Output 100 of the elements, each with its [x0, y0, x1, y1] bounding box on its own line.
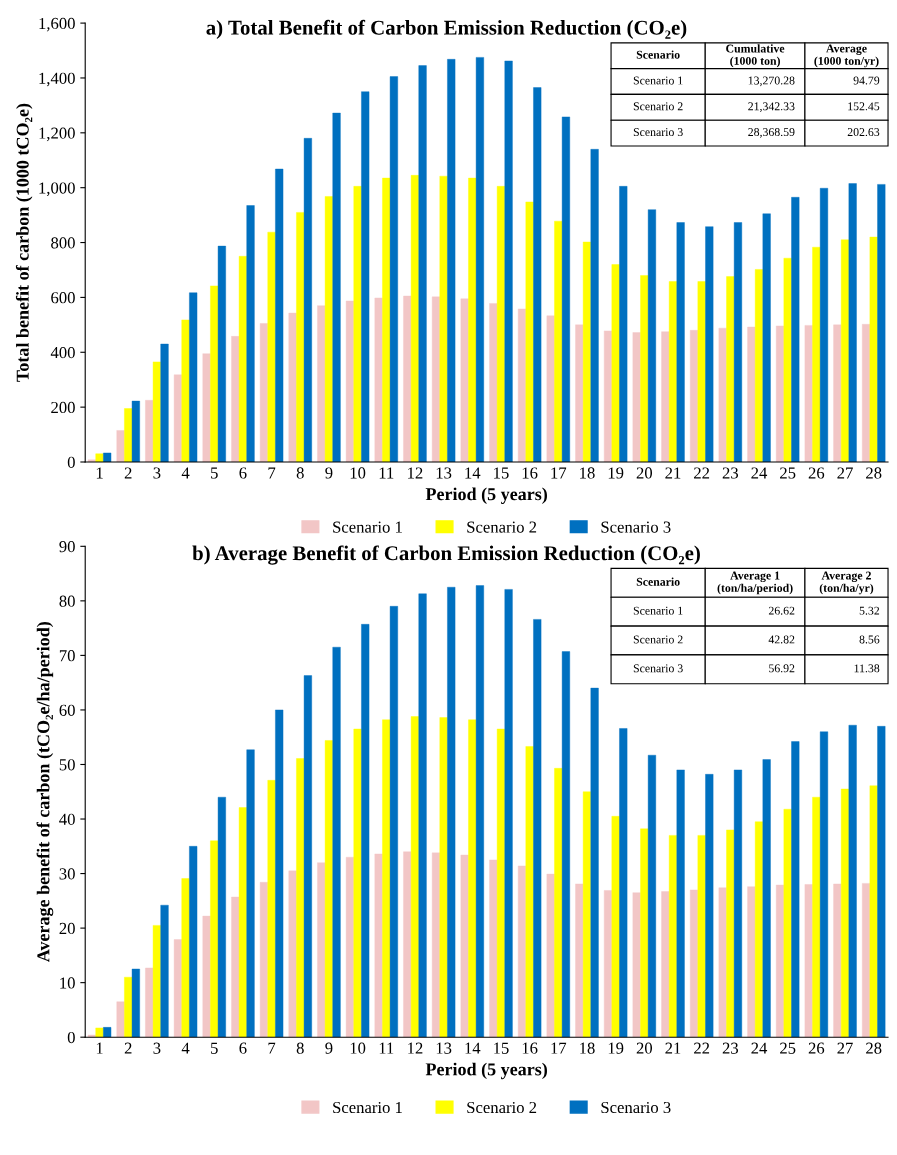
- y-tick-label: 40: [59, 813, 75, 825]
- bar: [718, 887, 727, 1038]
- bar: [819, 731, 829, 1038]
- bar: [418, 65, 427, 462]
- annotation: 5.32: [859, 606, 880, 615]
- bar: [361, 91, 370, 462]
- legend-label: Scenario 1: [333, 1101, 402, 1114]
- bar: [374, 853, 383, 1038]
- bar: [431, 296, 440, 462]
- bar: [332, 647, 341, 1038]
- y-tick-label: 1,200: [39, 127, 75, 142]
- bar: [619, 186, 628, 462]
- annotation: 94.79: [853, 76, 880, 85]
- bar: [238, 256, 247, 462]
- bar: [804, 325, 813, 462]
- bar: [332, 112, 341, 462]
- bar: [95, 453, 104, 462]
- annotation: 13,270.28: [748, 76, 795, 87]
- x-tick-label: 28: [866, 1042, 882, 1054]
- y-axis-title: Average benefit of carbon (tCO₂e/ha/period): [36, 622, 54, 963]
- annotation: 56.92: [769, 664, 795, 673]
- bar: [103, 452, 112, 462]
- bar: [833, 324, 842, 462]
- bar: [353, 186, 362, 462]
- bar: [217, 797, 226, 1038]
- bar: [361, 624, 370, 1038]
- x-tick-label: 6: [239, 1042, 247, 1054]
- x-tick-label: 23: [722, 1042, 739, 1054]
- x-tick-label: 24: [751, 467, 768, 479]
- annotation: 28,368.59: [748, 128, 795, 138]
- bar: [619, 728, 628, 1038]
- x-tick-label: 22: [694, 467, 710, 479]
- bar: [561, 116, 570, 462]
- bar: [259, 882, 268, 1038]
- bar: [791, 197, 800, 462]
- bar: [812, 797, 821, 1038]
- annotation: Scenario 2: [633, 635, 683, 644]
- y-tick-label: 1,000: [39, 182, 75, 197]
- x-tick-label: 5: [211, 467, 218, 479]
- x-tick-label: 22: [694, 1042, 710, 1054]
- bar: [496, 186, 505, 462]
- bar: [288, 312, 297, 462]
- bar: [181, 878, 190, 1038]
- y-tick-label: 60: [59, 704, 75, 716]
- bar: [676, 769, 685, 1038]
- x-tick-label: 27: [837, 1042, 853, 1054]
- x-tick-label: 11: [379, 1042, 394, 1054]
- annotation: 42.82: [768, 635, 795, 644]
- bar: [131, 968, 140, 1038]
- x-tick-label: 19: [608, 467, 624, 479]
- bar: [173, 939, 182, 1038]
- bar: [877, 184, 886, 462]
- bar: [173, 374, 182, 462]
- bar: [877, 726, 886, 1038]
- bar: [697, 835, 706, 1038]
- legend-label: Scenario 3: [601, 521, 671, 533]
- bar: [374, 297, 383, 462]
- bar: [733, 222, 743, 462]
- x-tick-label: 24: [751, 1042, 768, 1054]
- bar: [275, 168, 284, 462]
- y-tick-label: 70: [59, 650, 75, 662]
- bar: [246, 749, 255, 1038]
- bar: [238, 807, 247, 1038]
- x-tick-label: 9: [325, 1042, 333, 1054]
- y-tick-label: 20: [59, 922, 75, 935]
- bar: [353, 728, 362, 1038]
- bar: [202, 353, 211, 462]
- x-tick-label: 20: [636, 467, 653, 479]
- bar: [632, 892, 641, 1038]
- bar: [431, 852, 440, 1038]
- bar: [303, 675, 312, 1038]
- bar: [95, 1027, 104, 1038]
- annotation: Cumulative (1000 ton): [726, 44, 785, 68]
- y-tick-label: 50: [59, 759, 75, 771]
- bar: [804, 884, 813, 1038]
- bar: [575, 324, 584, 462]
- legend-label: Scenario 2: [467, 1101, 537, 1114]
- y-tick-label: 80: [59, 595, 75, 607]
- bar: [819, 188, 829, 462]
- bar: [496, 728, 505, 1038]
- y-tick-label: 0: [67, 1031, 75, 1044]
- bar: [189, 292, 198, 462]
- x-tick-label: 28: [866, 467, 882, 479]
- x-tick-label: 2: [124, 1042, 132, 1054]
- bar: [833, 883, 842, 1038]
- y-tick-label: 30: [59, 868, 75, 880]
- bar: [345, 856, 354, 1038]
- bar: [869, 785, 878, 1038]
- bar: [418, 593, 427, 1038]
- annotation: Scenario 3: [633, 664, 683, 673]
- x-tick-label: 2: [124, 467, 132, 479]
- bar: [389, 606, 398, 1038]
- bar: [546, 873, 555, 1038]
- annotation: Scenario: [636, 50, 680, 59]
- bar: [546, 315, 555, 462]
- x-tick-label: 21: [665, 467, 681, 479]
- bar: [160, 904, 169, 1038]
- x-tick-label: 1: [96, 467, 103, 479]
- bar: [525, 746, 534, 1038]
- x-tick-label: 26: [808, 1042, 825, 1054]
